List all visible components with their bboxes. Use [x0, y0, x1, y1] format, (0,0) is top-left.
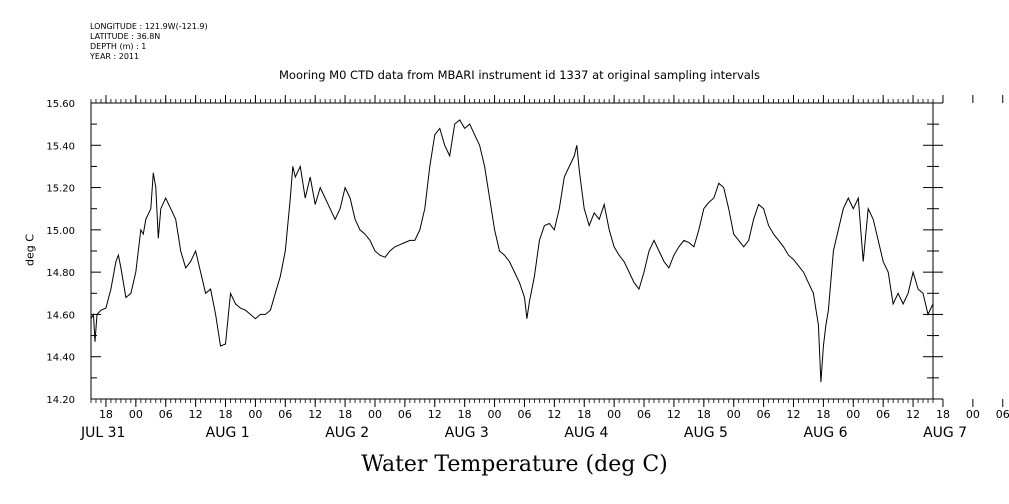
meta-depth: DEPTH (m) : 1	[90, 42, 147, 51]
x-axis-title: Water Temperature (deg C)	[361, 452, 668, 477]
x-hour-label: 18	[936, 408, 950, 421]
x-hour-label: 12	[667, 408, 681, 421]
x-hour-label: 18	[338, 408, 352, 421]
x-hour-label: 00	[248, 408, 262, 421]
x-hour-label: 00	[368, 408, 382, 421]
x-hour-label: 00	[966, 408, 980, 421]
x-day-label: AUG 1	[206, 425, 250, 441]
y-tick-label: 15.20	[46, 184, 75, 195]
x-hour-label: 18	[219, 408, 233, 421]
x-hour-label: 00	[129, 408, 143, 421]
x-hour-label: 18	[458, 408, 472, 421]
y-tick-label: 14.80	[46, 268, 75, 279]
x-hour-label: 06	[996, 408, 1009, 421]
x-hour-label: 18	[99, 408, 113, 421]
x-hour-label: 06	[637, 408, 651, 421]
x-hour-label: 00	[846, 408, 860, 421]
x-hour-label: 00	[727, 408, 741, 421]
x-day-label: AUG 3	[445, 425, 489, 441]
x-day-label: AUG 2	[325, 425, 369, 441]
x-hour-label: 06	[398, 408, 412, 421]
x-hour-label: 00	[488, 408, 502, 421]
x-hour-label: 12	[547, 408, 561, 421]
y-tick-label: 14.20	[46, 395, 75, 406]
x-hour-label: 06	[876, 408, 890, 421]
x-day-label: AUG 5	[684, 425, 728, 441]
x-day-label: AUG 4	[564, 425, 608, 441]
y-tick-label: 15.60	[46, 99, 75, 110]
x-hour-label: 12	[786, 408, 800, 421]
meta-latitude: LATITUDE : 36.8N	[90, 32, 161, 41]
x-hour-label: 12	[308, 408, 322, 421]
x-hour-label: 18	[816, 408, 830, 421]
y-tick-label: 14.40	[46, 353, 75, 364]
temperature-line	[90, 119, 934, 383]
x-hour-label: 12	[189, 408, 203, 421]
x-hour-label: 12	[906, 408, 920, 421]
plot-frame	[90, 102, 934, 400]
y-tick-label: 14.60	[46, 310, 75, 321]
meta-longitude: LONGITUDE : 121.9W(-121.9)	[90, 22, 208, 31]
meta-year: YEAR : 2011	[90, 52, 140, 61]
y-tick-label: 15.00	[46, 226, 75, 237]
x-hour-label: 06	[278, 408, 292, 421]
x-day-label: JUL 31	[80, 425, 125, 441]
x-day-label: AUG 6	[803, 425, 847, 441]
x-hour-label: 06	[517, 408, 531, 421]
x-hour-label: 12	[428, 408, 442, 421]
chart-title: Mooring M0 CTD data from MBARI instrumen…	[279, 68, 760, 82]
x-hour-label: 00	[607, 408, 621, 421]
y-tick-label: 15.40	[46, 141, 75, 152]
x-day-label: AUG 7	[923, 425, 967, 441]
x-hour-label: 18	[577, 408, 591, 421]
x-hour-label: 06	[757, 408, 771, 421]
x-hour-label: 06	[159, 408, 173, 421]
metadata-block: LONGITUDE : 121.9W(-121.9) LATITUDE : 36…	[90, 22, 208, 62]
x-hour-label: 18	[697, 408, 711, 421]
